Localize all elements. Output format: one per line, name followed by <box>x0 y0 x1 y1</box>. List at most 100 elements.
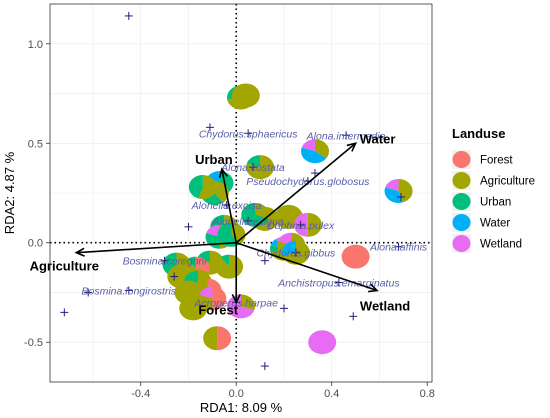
legend-item: Agriculture <box>452 171 535 190</box>
legend-label: Wetland <box>480 239 522 251</box>
env-vector-urban: Urban <box>195 152 238 243</box>
species-point <box>394 242 403 251</box>
legend-title: Landuse <box>452 126 505 141</box>
panel-border <box>49 3 433 383</box>
legend-label: Water <box>480 218 510 230</box>
pie-slice <box>203 326 218 351</box>
pie-slice <box>308 330 337 355</box>
pie-slice <box>220 254 230 267</box>
species-label: Chydorus.sphaericus <box>199 128 298 140</box>
pie-slice <box>301 147 327 164</box>
x-axis-title: RDA1: 8.09 % <box>200 400 283 415</box>
x-tick-label: -0.4 <box>131 388 150 400</box>
site-pie-marker <box>301 139 330 164</box>
pie-slice <box>199 286 213 299</box>
site-pie-marker <box>308 330 337 355</box>
y-axis-title: RDA2: 4.87 % <box>2 151 17 234</box>
vector-arrowhead <box>218 167 228 179</box>
legend-item: Water <box>452 213 510 232</box>
species-point <box>334 278 343 287</box>
species-label: Alona.affinis <box>369 242 428 254</box>
vector-label: Wetland <box>360 298 410 313</box>
pie-slice <box>227 294 255 319</box>
pie-slice <box>246 155 261 168</box>
species-label: Bosmina.longirostris <box>82 285 177 297</box>
species-points <box>60 11 405 371</box>
species-point <box>244 216 253 225</box>
site-pie-marker <box>217 222 246 247</box>
legend-label: Agriculture <box>480 176 535 188</box>
species-point <box>205 123 214 132</box>
env-vector-agriculture: Agriculture <box>30 241 237 274</box>
pie-slice <box>179 296 208 321</box>
env-vector-forest: Forest <box>198 242 241 317</box>
site-pie-marker <box>227 294 255 319</box>
species-point <box>296 220 305 229</box>
species-point <box>248 163 257 172</box>
pie-slice <box>307 212 322 237</box>
pie-slice <box>217 326 232 351</box>
legend-key <box>452 214 471 231</box>
env-vector-water: Water <box>235 131 396 244</box>
legend-label: Urban <box>480 197 511 209</box>
pie-slice <box>217 222 240 247</box>
x-tick-label: 0.4 <box>324 388 339 400</box>
species-point <box>291 248 300 257</box>
vector-arrowhead <box>368 283 379 293</box>
species-label: Bosmina.coregoni <box>123 256 208 268</box>
vector-label: Agriculture <box>30 259 99 274</box>
legend-key <box>452 235 471 252</box>
pie-slice <box>277 232 292 245</box>
species-label: Alonella.excisa <box>191 200 262 212</box>
species-point <box>124 11 133 20</box>
pie-slice <box>315 139 330 159</box>
species-point <box>124 286 133 295</box>
vector-label: Water <box>360 131 396 146</box>
species-point <box>244 129 253 138</box>
site-pie-marker <box>179 296 208 321</box>
species-label: Alona.intermedia <box>306 130 386 142</box>
pie-slice <box>384 187 403 204</box>
site-pie-marker <box>231 83 260 108</box>
zero-reference-lines <box>50 4 432 382</box>
plot-panel: Chydorus.sphaericus Alona.intermedia Alona… <box>30 3 433 383</box>
species-point <box>279 304 288 313</box>
pie-slice <box>195 256 210 273</box>
pie-slice <box>205 233 220 249</box>
species-label: Acroperus.harpae <box>193 297 278 309</box>
vector-shaft <box>221 168 238 243</box>
vector-shaft <box>76 241 237 254</box>
vector-arrowhead <box>74 247 85 257</box>
species-point <box>184 222 193 231</box>
species-point <box>396 192 405 201</box>
y-tick-label: 0.0 <box>28 238 43 250</box>
x-axis: -0.4 0.0 0.4 0.8 <box>131 382 435 400</box>
site-pie-marker <box>188 175 217 200</box>
legend-label: Forest <box>480 155 513 167</box>
legend-key <box>452 193 471 210</box>
pie-slice <box>231 222 246 245</box>
x-tick-label: 0.8 <box>420 388 435 400</box>
y-tick-label: -0.5 <box>24 337 43 349</box>
pie-slice <box>341 244 370 269</box>
species-point <box>311 169 320 178</box>
vector-shaft <box>235 142 357 244</box>
y-tick-label: 1.0 <box>28 39 43 51</box>
environmental-vectors: Water Urban Agriculture Forest Wetland <box>30 131 411 317</box>
pie-slice <box>385 179 399 192</box>
species-label: Alona.costata <box>220 162 285 174</box>
pie-slice <box>301 139 316 152</box>
species-point <box>84 288 93 297</box>
species-point <box>160 256 169 265</box>
species-point <box>260 362 269 371</box>
site-pie-marker <box>341 244 370 269</box>
pie-slice <box>188 175 203 199</box>
y-tick-label: 0.5 <box>28 138 43 150</box>
legend-item: Wetland <box>452 234 522 253</box>
pie-slice <box>231 83 260 108</box>
legend-key <box>452 151 471 168</box>
legend: Landuse Forest Agriculture Urban Water Wetla… <box>452 126 535 253</box>
pie-slice <box>187 256 196 269</box>
species-point <box>170 272 179 281</box>
